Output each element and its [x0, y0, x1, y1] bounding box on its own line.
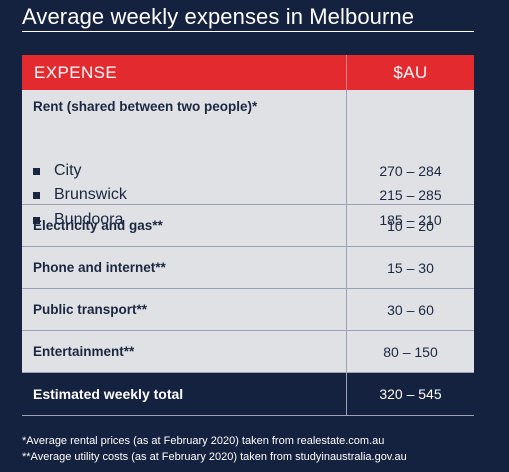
rent-item-city: City — [33, 162, 82, 180]
rent-cell: Rent (shared between two people)* City B… — [22, 90, 346, 228]
expenses-table: EXPENSE $AU Rent (shared between two peo… — [22, 55, 474, 416]
row-label: Entertainment** — [33, 344, 135, 359]
table-row: Public transport** 30 – 60 — [22, 289, 474, 331]
row-label: Phone and internet** — [33, 260, 166, 275]
bullet-icon — [33, 191, 40, 199]
bullet-icon — [33, 167, 40, 175]
title-underline — [22, 31, 474, 32]
bullet-icon — [33, 216, 40, 224]
table-header: EXPENSE $AU — [22, 55, 474, 90]
footnotes: *Average rental prices (as at February 2… — [22, 433, 407, 465]
total-value: 320 – 545 — [346, 373, 474, 415]
rent-value: 185 – 210 — [379, 212, 442, 228]
table-row: Electricity and gas** 10 – 20 — [22, 205, 474, 247]
footnote: *Average rental prices (as at February 2… — [22, 435, 385, 447]
footnote: **Average utility costs (as at February … — [22, 451, 407, 463]
header-expense: EXPENSE — [34, 62, 118, 82]
row-label: Electricity and gas** — [33, 218, 163, 233]
rent-values-cell: 270 – 284 215 – 285 185 – 210 — [346, 90, 474, 228]
rent-value: 215 – 285 — [379, 187, 442, 203]
total-label: Estimated weekly total — [33, 386, 184, 402]
rent-item-label: Bundoora — [54, 211, 124, 228]
row-value: 80 – 150 — [346, 331, 474, 372]
table-row: Phone and internet** 15 – 30 — [22, 247, 474, 289]
row-value: 10 – 20 — [346, 205, 474, 246]
rent-item-brunswick: Brunswick — [33, 186, 127, 204]
table-row-total: Estimated weekly total 320 – 545 — [22, 373, 474, 416]
rent-item-label: City — [54, 162, 82, 179]
rent-item-bundoora: Bundoora — [33, 211, 123, 229]
rent-item-label: Brunswick — [54, 186, 127, 203]
rent-label: Rent (shared between two people)* — [33, 99, 258, 114]
page-title: Average weekly expenses in Melbourne — [22, 4, 415, 29]
header-amount: $AU — [346, 55, 474, 90]
rent-value: 270 – 284 — [379, 163, 442, 179]
row-value: 30 – 60 — [346, 289, 474, 330]
table-row-rent: Rent (shared between two people)* City B… — [22, 90, 474, 228]
table-row: Entertainment** 80 – 150 — [22, 331, 474, 373]
row-label: Public transport** — [33, 302, 148, 317]
row-value: 15 – 30 — [346, 247, 474, 288]
